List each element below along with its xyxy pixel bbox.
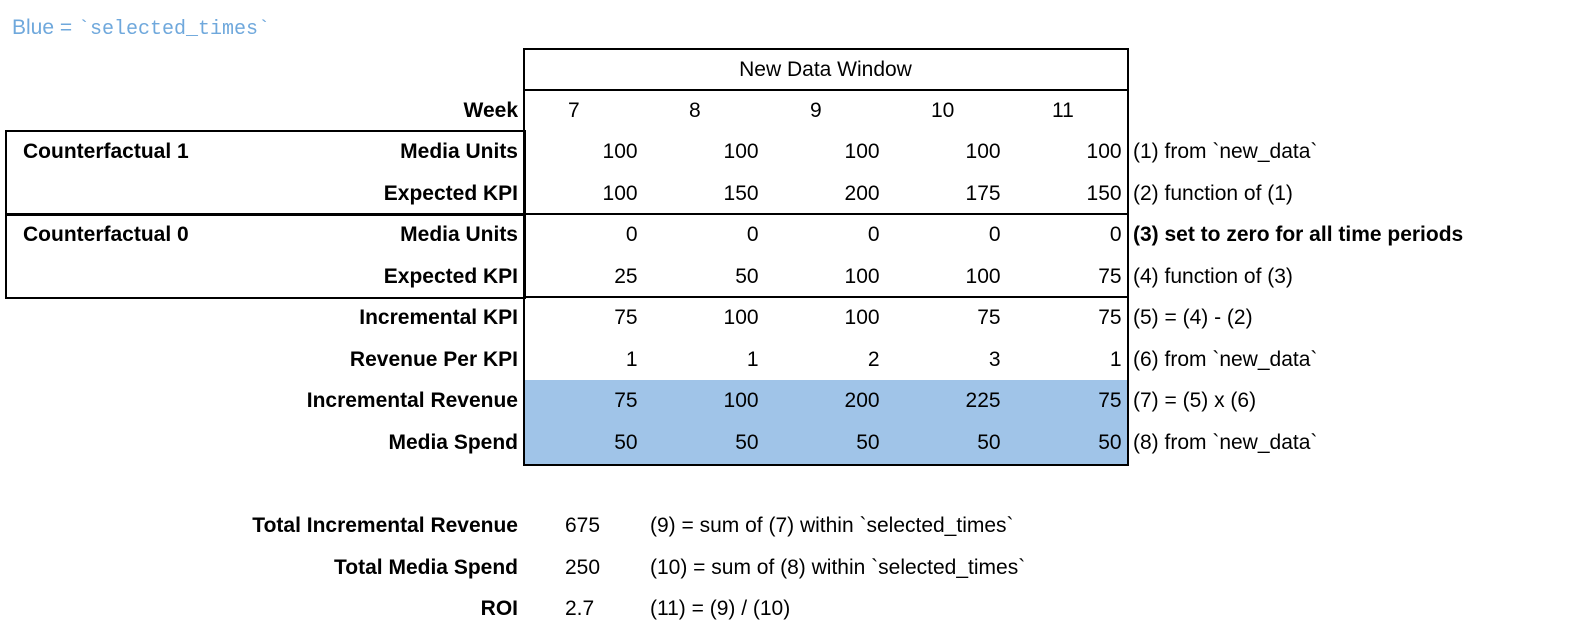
row-value: 100 [844, 264, 880, 288]
row-value: 100 [1086, 140, 1122, 163]
total-label: Total Incremental Revenue [252, 514, 518, 537]
legend: Blue = `selected_times` [12, 16, 270, 41]
counterfactual-1-group [5, 130, 526, 216]
row-note: (2) function of (1) [1133, 181, 1293, 205]
row-label: Expected KPI [383, 181, 518, 205]
row-label: Media Units [400, 140, 518, 163]
row-value: 100 [844, 140, 880, 163]
total-note: (11) = (9) / (10) [650, 597, 791, 620]
row-value: 200 [844, 181, 880, 205]
row-value: 75 [614, 306, 638, 329]
group-divider [524, 296, 1127, 298]
row-value: 150 [1086, 181, 1122, 205]
selected-times-highlight [524, 421, 1127, 464]
row-note: (6) from `new_data` [1133, 347, 1318, 371]
row-value: 100 [723, 306, 759, 329]
week-number: 9 [810, 99, 822, 122]
row-value: 200 [844, 389, 880, 412]
row-value: 50 [614, 430, 638, 454]
row-value: 225 [965, 389, 1001, 412]
total-value: 250 [565, 555, 601, 579]
row-value: 100 [723, 389, 759, 412]
row-note: (5) = (4) - (2) [1133, 306, 1253, 329]
row-value: 100 [602, 140, 638, 163]
selected-times-highlight [524, 380, 1127, 422]
total-value: 2.7 [565, 597, 595, 620]
row-value: 75 [614, 389, 638, 412]
row-value: 0 [988, 223, 1001, 246]
row-value: 0 [867, 223, 880, 246]
total-label: Total Media Spend [334, 555, 518, 579]
row-value: 75 [977, 306, 1001, 329]
row-value: 100 [602, 181, 638, 205]
total-note: (10) = sum of (8) within `selected_times… [650, 555, 1026, 579]
row-value: 1 [746, 347, 759, 371]
row-value: 100 [965, 264, 1001, 288]
group-divider [524, 213, 1127, 215]
counterfactual-0-group [5, 213, 526, 299]
row-value: 175 [965, 181, 1001, 205]
group-label: Counterfactual 1 [23, 140, 189, 163]
row-label: Expected KPI [383, 264, 518, 288]
row-value: 50 [1098, 430, 1122, 454]
row-note: (8) from `new_data` [1133, 430, 1318, 454]
row-label: Media Spend [388, 430, 518, 454]
week-label: Week [463, 99, 518, 122]
row-value: 25 [614, 264, 638, 288]
legend-prefix: Blue = [12, 16, 78, 39]
row-value: 100 [844, 306, 880, 329]
row-note: (3) set to zero for all time periods [1133, 223, 1464, 246]
total-label: ROI [480, 597, 518, 620]
row-value: 0 [746, 223, 759, 246]
total-note: (9) = sum of (7) within `selected_times` [650, 514, 1014, 537]
week-number: 11 [1052, 99, 1074, 122]
header-divider [524, 89, 1127, 91]
row-value: 150 [723, 181, 759, 205]
row-value: 0 [625, 223, 638, 246]
row-note: (7) = (5) x (6) [1133, 389, 1257, 412]
row-value: 75 [1098, 389, 1122, 412]
row-value: 50 [735, 264, 759, 288]
row-label: Incremental KPI [359, 306, 518, 329]
row-note: (4) function of (3) [1133, 264, 1293, 288]
row-value: 1 [1109, 347, 1122, 371]
row-value: 1 [625, 347, 638, 371]
row-value: 50 [735, 430, 759, 454]
row-label: Revenue Per KPI [349, 347, 518, 371]
row-value: 2 [867, 347, 880, 371]
row-value: 100 [965, 140, 1001, 163]
week-number: 10 [931, 99, 955, 122]
row-label: Media Units [400, 223, 518, 246]
group-label: Counterfactual 0 [23, 223, 189, 246]
row-value: 75 [1098, 306, 1122, 329]
row-value: 3 [988, 347, 1001, 371]
row-value: 50 [856, 430, 880, 454]
total-value: 675 [565, 514, 601, 537]
new-data-window-title: New Data Window [739, 58, 912, 81]
row-value: 75 [1098, 264, 1122, 288]
week-number: 7 [568, 99, 580, 122]
row-value: 0 [1109, 223, 1122, 246]
row-note: (1) from `new_data` [1133, 140, 1318, 163]
row-label: Incremental Revenue [306, 389, 518, 412]
row-value: 100 [723, 140, 759, 163]
row-value: 50 [977, 430, 1001, 454]
week-number: 8 [689, 99, 701, 122]
legend-code: `selected_times` [77, 18, 270, 41]
